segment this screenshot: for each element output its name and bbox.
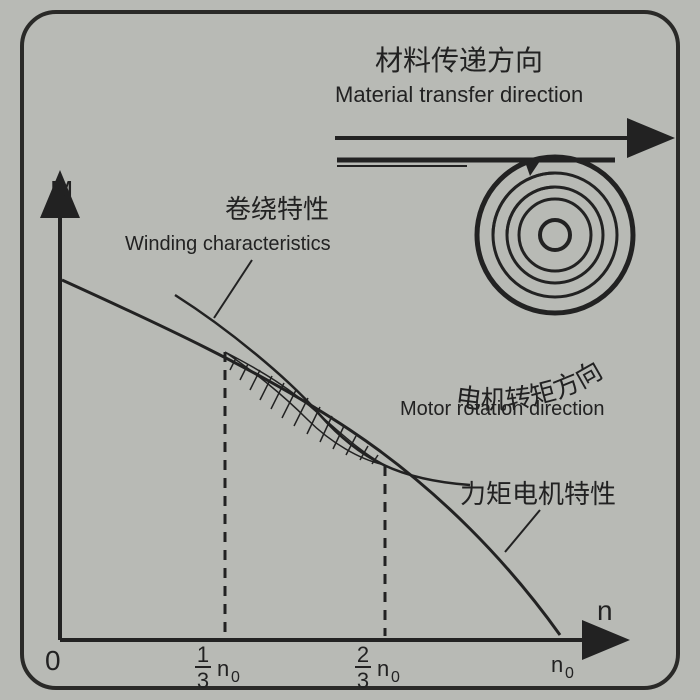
- spool-ring-3: [519, 199, 591, 271]
- material-label-cn: 材料传递方向: [375, 45, 543, 76]
- tick-n-2: n: [551, 652, 563, 677]
- y-axis-label: M: [50, 175, 73, 206]
- tick-frac-bot-1: 3: [357, 668, 369, 693]
- origin-label: 0: [45, 645, 61, 676]
- hatch-outline: [225, 352, 385, 465]
- rotation-label-en: Motor rotation direction: [400, 398, 605, 420]
- hatch-line-5: [282, 390, 296, 418]
- rotation-arrow-head: [524, 158, 542, 176]
- tick-sub-1: 0: [391, 669, 400, 686]
- tick-sub-2: 0: [565, 665, 574, 682]
- winding-curve: [175, 295, 470, 485]
- tick-frac-top-1: 2: [357, 642, 369, 667]
- tick-frac-bot-0: 3: [197, 668, 209, 693]
- hatch-line-6: [294, 398, 308, 426]
- tick-frac-top-0: 1: [197, 642, 209, 667]
- material-label-en: Material transfer direction: [335, 82, 583, 107]
- diagram-svg: Mn013n023n0n0力矩电机特性卷绕特性Winding character…: [0, 0, 700, 700]
- motor-curve-label: 力矩电机特性: [460, 479, 616, 509]
- tick-n-1: n: [377, 656, 389, 681]
- winding-callout: [214, 260, 252, 318]
- spool-arc-2: [507, 187, 555, 235]
- winding-label-cn: 卷绕特性: [225, 194, 329, 224]
- spool-ring-4: [540, 220, 570, 250]
- tick-sub-0: 0: [231, 669, 240, 686]
- winding-label-en: Winding characteristics: [125, 233, 331, 255]
- motor-callout: [505, 510, 540, 552]
- x-axis-label: n: [597, 595, 613, 626]
- motor-curve: [62, 280, 560, 635]
- tick-n-0: n: [217, 656, 229, 681]
